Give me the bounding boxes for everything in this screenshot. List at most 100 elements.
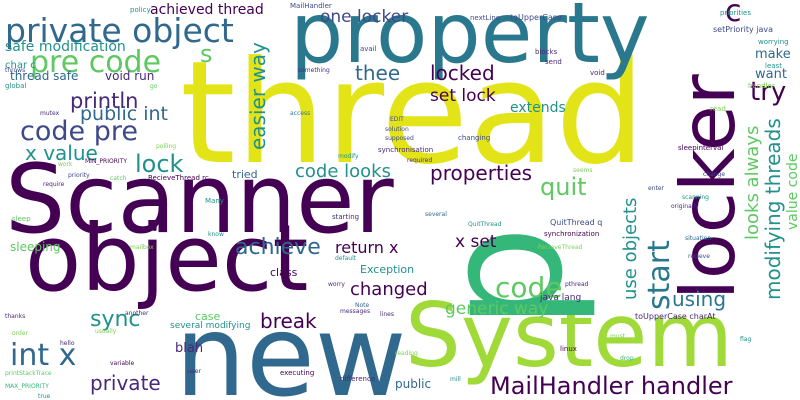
word: new	[175, 292, 407, 400]
word: pthread	[565, 281, 589, 288]
word: synchronization	[544, 230, 599, 238]
word: extends	[510, 100, 566, 116]
word: RecieveThread rc	[148, 174, 209, 182]
word: Scanner	[5, 145, 395, 255]
word: blah	[175, 341, 203, 356]
word: sleepinterval	[678, 144, 723, 152]
word: reading	[395, 350, 418, 357]
word: property	[290, 0, 650, 82]
word: set lock	[430, 86, 496, 106]
word: value code	[785, 154, 800, 230]
word: Note	[355, 302, 370, 309]
word: s	[200, 40, 213, 68]
word: pre code	[30, 45, 161, 80]
word: QuitThread	[468, 221, 502, 228]
word: tried	[232, 168, 258, 181]
word: work	[58, 161, 73, 168]
word: scanning	[682, 194, 709, 201]
word: int x	[10, 338, 76, 373]
word: using	[672, 287, 726, 311]
word: safe modification	[5, 39, 126, 55]
word: setPriority java	[713, 25, 773, 34]
word: required	[407, 157, 432, 164]
word: code looks	[295, 161, 391, 182]
word: EDIT	[390, 116, 404, 123]
word: java lang	[539, 293, 581, 303]
word: several modifying	[170, 321, 250, 331]
word: several	[425, 211, 447, 218]
word: user	[188, 368, 202, 375]
word: public	[395, 377, 431, 391]
word: easier way	[246, 42, 270, 150]
word: started	[135, 226, 157, 233]
word: solution	[385, 126, 409, 133]
word: drop	[620, 355, 634, 362]
word: return x	[335, 238, 398, 257]
word: modifying threads	[761, 118, 785, 300]
word: know	[208, 231, 224, 238]
word: generic way	[445, 299, 548, 319]
word: make	[755, 47, 791, 62]
word: code	[495, 271, 563, 304]
word: println	[70, 89, 139, 113]
word: locker	[664, 74, 752, 300]
word: must	[610, 333, 626, 340]
word: linux	[560, 345, 577, 353]
word: catch	[110, 175, 127, 182]
word: enter	[648, 185, 665, 192]
word: send	[545, 58, 562, 66]
word: avail	[360, 45, 377, 53]
word: executing	[280, 369, 314, 377]
word: change	[703, 171, 725, 178]
word: handler	[748, 82, 775, 90]
word: difference	[340, 375, 375, 383]
word: looks always	[742, 126, 763, 240]
word: Exception	[360, 263, 414, 276]
word: usually	[95, 328, 117, 335]
word: originally	[671, 203, 699, 210]
word: priorities	[720, 9, 751, 17]
word: case	[195, 310, 221, 323]
word: sleeping	[10, 240, 61, 254]
word: MailHandler handler	[490, 372, 733, 400]
word: global	[5, 82, 26, 90]
word: use objects	[620, 198, 641, 300]
word: char c	[5, 60, 36, 71]
word: mill	[450, 376, 461, 383]
word: lock	[135, 150, 184, 178]
word: MIN_PRIORITY	[85, 158, 127, 165]
word: class	[270, 266, 298, 279]
word: priority	[68, 172, 90, 179]
word: go	[150, 83, 158, 90]
word: MailHandler	[290, 2, 332, 10]
word: toUpperCase charAt	[635, 312, 716, 321]
word: QuitThread q	[550, 218, 602, 227]
word: System	[405, 284, 733, 387]
word: private	[90, 371, 161, 395]
word: sync	[90, 307, 141, 332]
word: throws	[5, 67, 25, 74]
word: nextLine	[470, 14, 500, 22]
word: object	[25, 205, 309, 312]
word: modify	[338, 153, 359, 160]
word: mailbox	[130, 244, 154, 251]
word: x value	[25, 141, 98, 165]
word: try	[750, 77, 786, 107]
word: break	[260, 309, 317, 333]
word: mutex	[40, 110, 60, 117]
word: something	[298, 67, 330, 74]
word: changing	[458, 134, 490, 142]
word: blocks	[535, 48, 558, 56]
word: achieved thread	[150, 2, 264, 18]
word: public int	[80, 103, 168, 125]
word: code pre	[20, 116, 138, 147]
word: require	[43, 181, 65, 188]
word: one locker	[320, 7, 408, 27]
word: situation	[685, 235, 711, 242]
word: x set	[455, 232, 497, 252]
word: Many	[205, 197, 224, 205]
word: starting	[332, 213, 359, 221]
word: variable	[110, 360, 135, 367]
